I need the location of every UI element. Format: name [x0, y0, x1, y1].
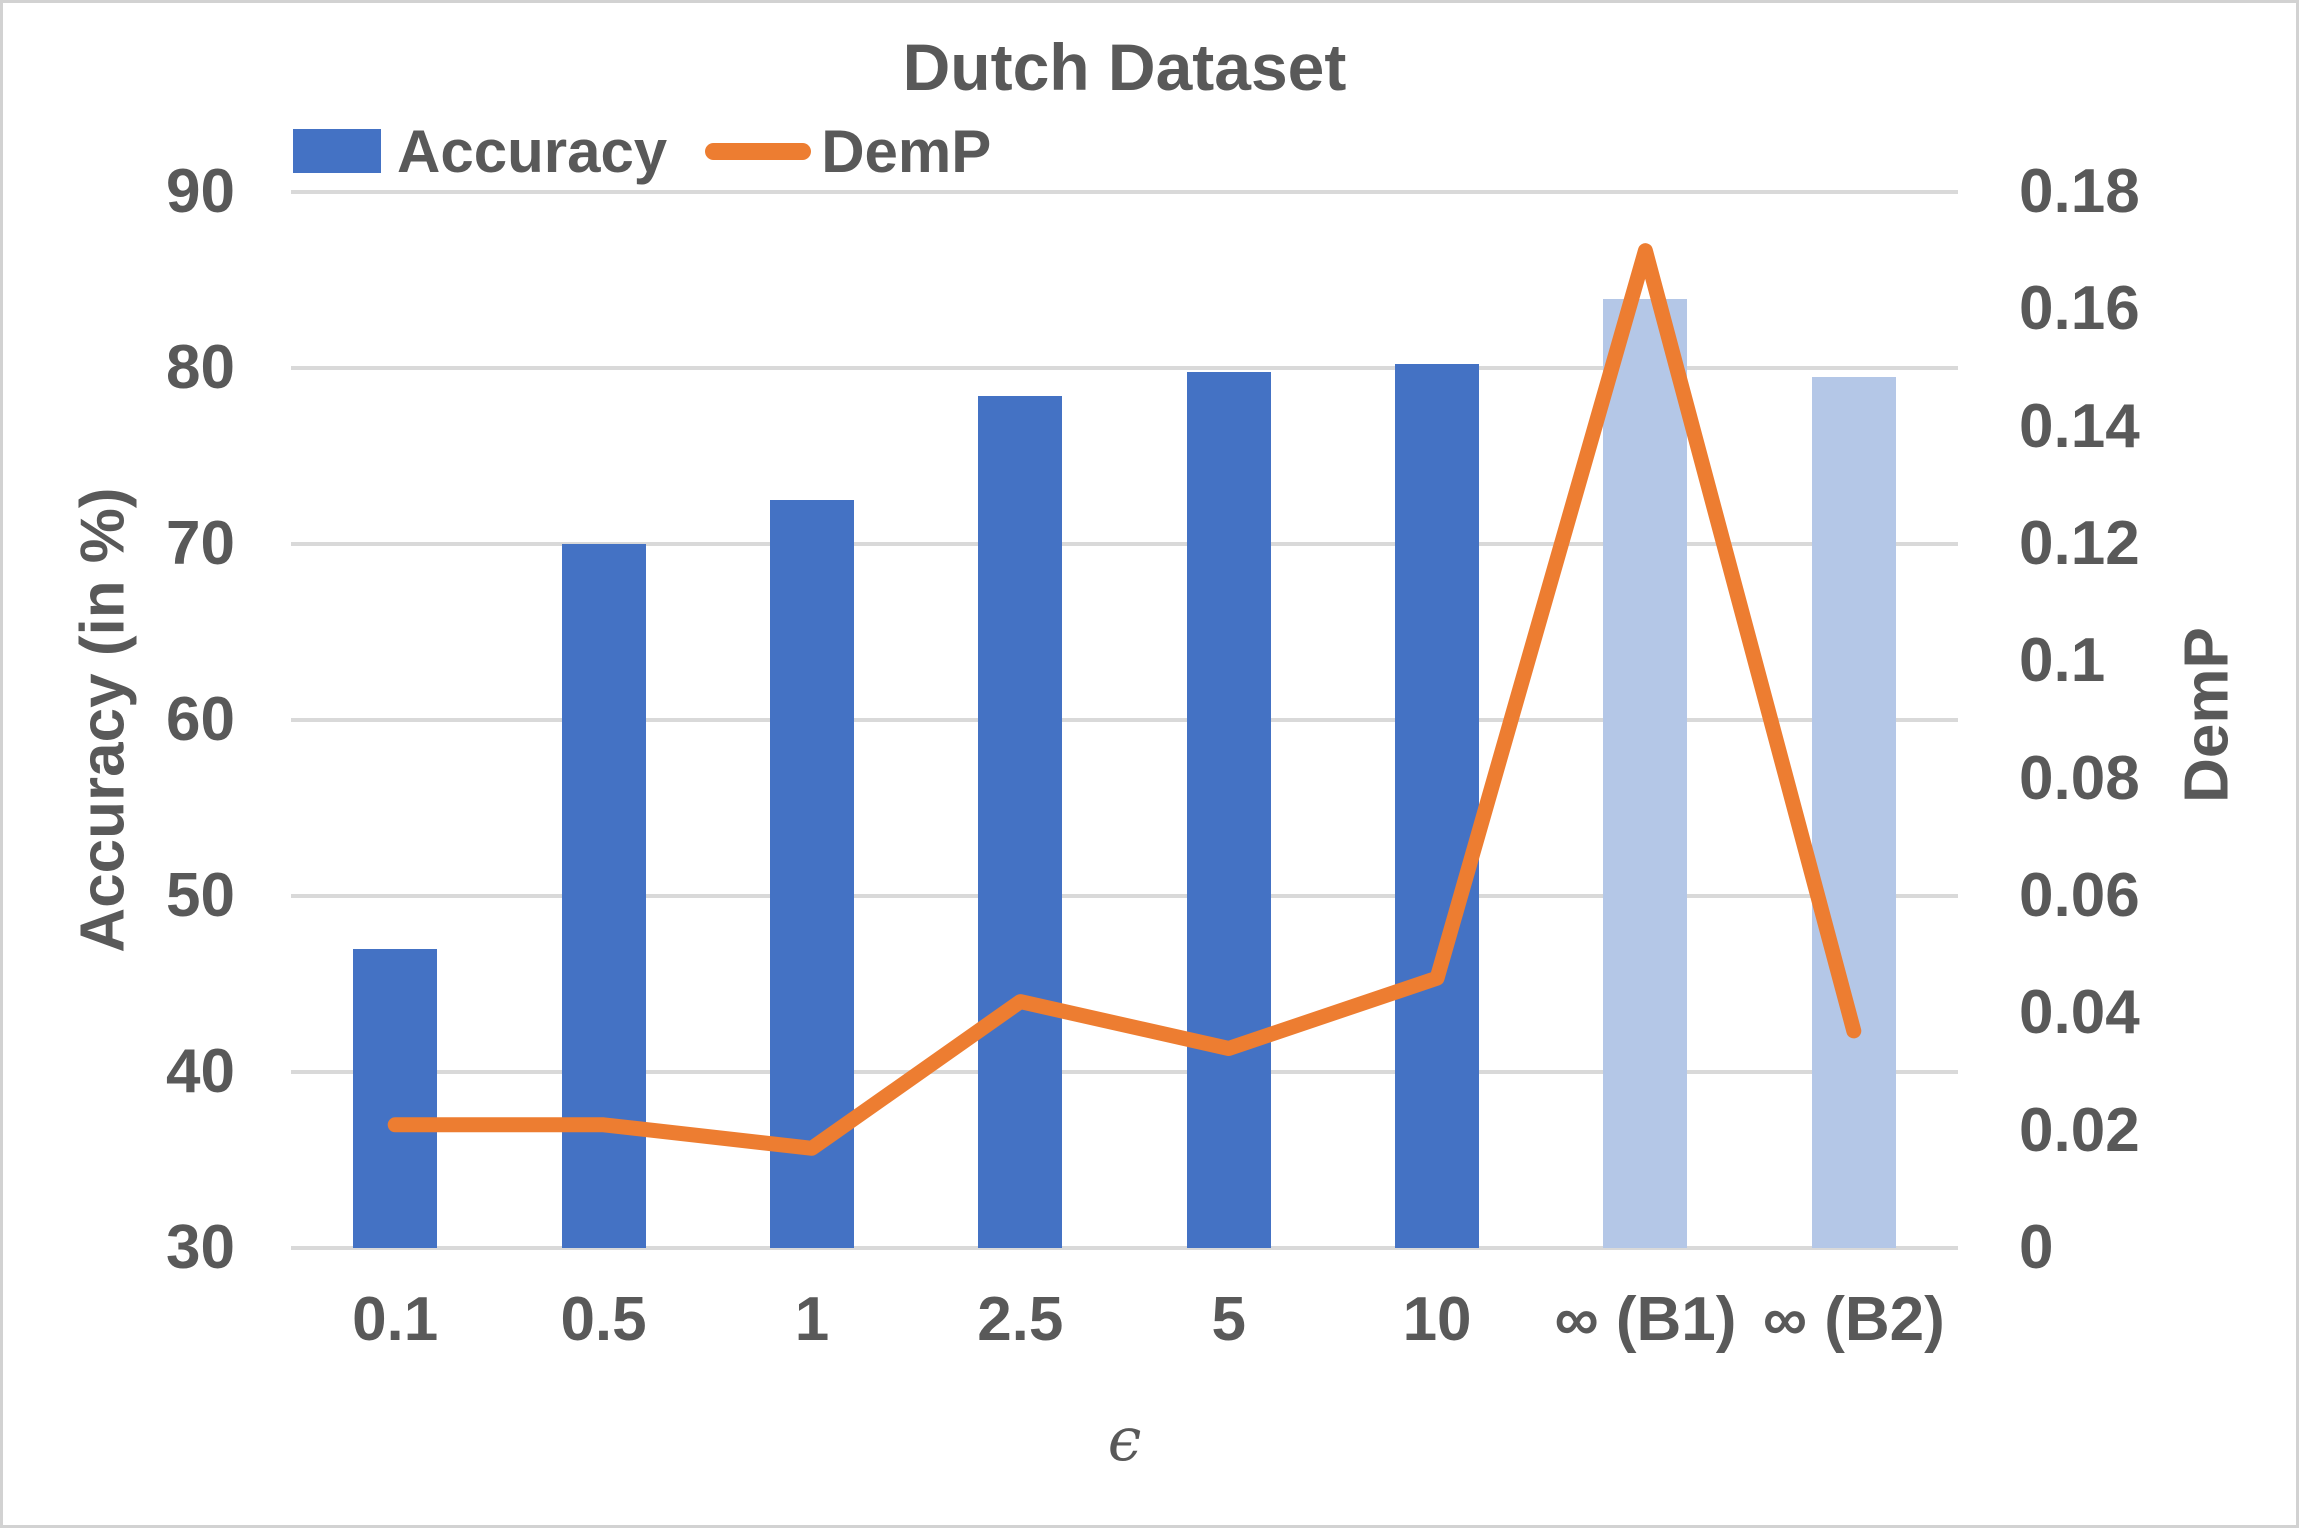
accuracy-bar [353, 948, 438, 1248]
accuracy-bar [769, 500, 854, 1248]
left-axis-tick-label: 50 [166, 861, 235, 930]
left-axis-tick-label: 70 [166, 509, 235, 578]
left-axis-tick-label: 30 [166, 1213, 235, 1282]
gridline [291, 366, 1958, 370]
gridline [291, 718, 1958, 722]
right-axis-tick-label: 0.02 [2019, 1095, 2140, 1165]
legend: Accuracy DemP [293, 118, 991, 185]
left-axis-tick-label: 80 [166, 333, 235, 402]
accuracy-bar [1186, 371, 1271, 1248]
gridline [291, 190, 1958, 194]
gridline [291, 1070, 1958, 1074]
x-axis-tick-label: 10 [1402, 1285, 1472, 1354]
x-axis-tick-label: 1 [794, 1285, 830, 1354]
right-axis-tick-label: 0.18 [2019, 157, 2140, 226]
plot-area [291, 190, 1958, 1250]
right-axis-tick-label: 0.16 [2019, 274, 2140, 344]
x-axis-tick-label: 5 [1211, 1285, 1246, 1354]
x-axis-tick-label: 0.5 [560, 1285, 647, 1354]
left-axis-tick-label: 60 [166, 685, 235, 754]
right-axis-tick-label: 0 [2019, 1213, 2054, 1282]
left-axis-tick-label: 40 [166, 1037, 235, 1106]
legend-demp-swatch [705, 142, 812, 160]
chart-title: Dutch Dataset [902, 30, 1347, 104]
accuracy-bar [978, 396, 1063, 1248]
accuracy-bar [561, 544, 646, 1248]
left-axis-tick-label: 90 [166, 157, 235, 226]
right-axis-tick-label: 0.08 [2019, 743, 2140, 813]
right-axis-tick-label: 0.04 [2019, 978, 2140, 1048]
legend-accuracy-swatch [293, 129, 381, 173]
x-axis-tick-label: 2.5 [977, 1285, 1064, 1354]
right-axis-tick-label: 0.12 [2019, 509, 2140, 578]
accuracy-bar [1395, 364, 1480, 1248]
accuracy-bar [1603, 299, 1688, 1248]
x-axis-title: ϵ [1107, 1405, 1142, 1475]
gridline [291, 894, 1958, 898]
legend-demp-label: DemP [821, 117, 992, 185]
x-axis-tick-label: ∞ (B2) [1762, 1285, 1945, 1354]
gridline [291, 542, 1958, 546]
right-axis-tick-label: 0.14 [2019, 391, 2140, 461]
gridline [291, 1246, 1958, 1250]
right-axis-tick-label: 0.06 [2019, 861, 2140, 930]
legend-accuracy-label: Accuracy [397, 117, 668, 185]
right-axis-tick-label: 0.1 [2019, 626, 2106, 696]
x-axis-tick-label: 0.1 [352, 1285, 439, 1354]
accuracy-bar [1811, 376, 1896, 1248]
x-axis-tick-label: ∞ (B1) [1554, 1285, 1737, 1354]
